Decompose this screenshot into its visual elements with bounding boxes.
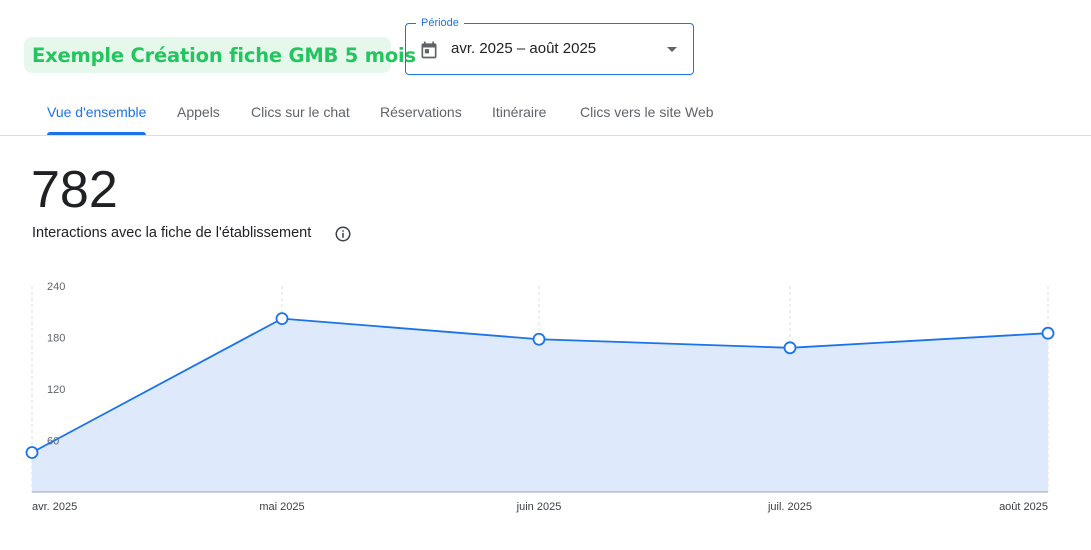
tab-bar: Vue d'ensemble Appels Clics sur le chat …	[0, 91, 1091, 136]
total-interactions-label: Interactions avec la fiche de l'établiss…	[32, 225, 312, 241]
tab-bookings[interactable]: Réservations	[380, 104, 462, 120]
x-tick-label-3: juil. 2025	[767, 501, 812, 513]
period-value: avr. 2025 – août 2025	[451, 40, 597, 57]
data-point-4	[1041, 326, 1055, 340]
title-badge: Exemple Création fiche GMB 5 mois	[24, 37, 416, 73]
calendar-icon	[421, 41, 437, 59]
arrow-drop-down-icon[interactable]	[667, 47, 677, 52]
x-tick-label-0: avr. 2025	[32, 501, 77, 513]
tab-calls[interactable]: Appels	[177, 104, 220, 120]
title-badge-text: Exemple Création fiche GMB 5 mois	[32, 43, 416, 67]
x-tick-label-4: août 2025	[999, 501, 1048, 513]
data-point-2	[532, 332, 546, 346]
data-point-3	[783, 341, 797, 355]
y-tick-label-3: 240	[47, 281, 65, 293]
x-tick-label-1: mai 2025	[259, 501, 304, 513]
tab-overview[interactable]: Vue d'ensemble	[47, 91, 147, 135]
tab-chat-clicks[interactable]: Clics sur le chat	[251, 104, 350, 120]
y-tick-label-2: 180	[47, 333, 65, 345]
total-interactions-value: 782	[31, 161, 118, 219]
data-point-1	[275, 312, 289, 326]
y-tick-label-1: 120	[47, 384, 65, 396]
x-tick-label-2: juin 2025	[516, 501, 562, 513]
period-selector[interactable]: Période avr. 2025 – août 2025	[405, 16, 694, 75]
series-area	[32, 318, 1048, 492]
period-label: Période	[416, 16, 464, 30]
tab-directions[interactable]: Itinéraire	[492, 104, 547, 120]
data-point-0	[25, 446, 39, 459]
info-icon[interactable]	[334, 225, 352, 243]
tab-website-clicks[interactable]: Clics vers le site Web	[580, 104, 714, 120]
